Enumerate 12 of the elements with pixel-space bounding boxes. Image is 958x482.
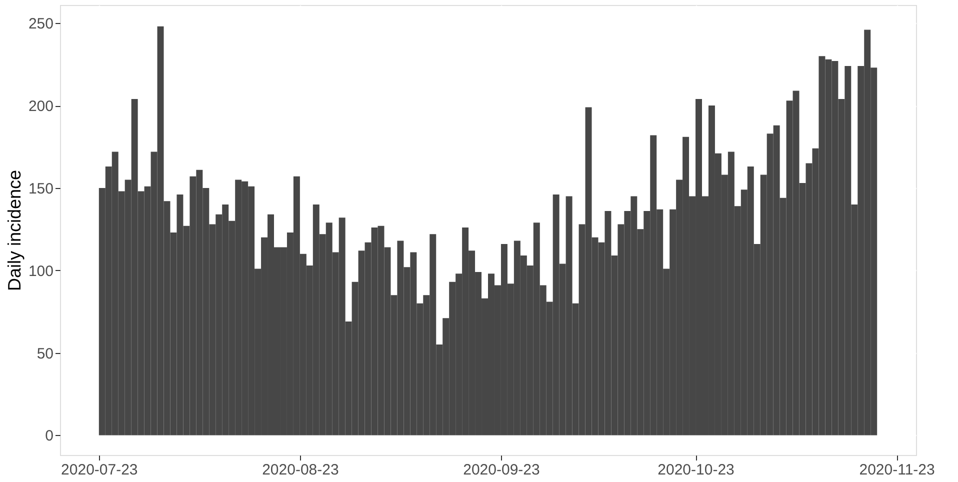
- x-tick-label: 2020-07-23: [61, 462, 138, 478]
- y-tick-label: 50: [36, 345, 54, 362]
- x-tick-label: 2020-09-23: [463, 462, 540, 478]
- x-tick-label: 2020-11-23: [859, 462, 935, 478]
- x-tick-label: 2020-08-23: [262, 462, 339, 478]
- x-tick-label: 2020-10-23: [658, 462, 734, 478]
- y-axis-title: Daily incidence: [4, 170, 24, 292]
- y-tick-label: 200: [28, 98, 54, 116]
- y-tick-label: 250: [28, 16, 54, 33]
- y-tick-label: 150: [28, 180, 54, 198]
- y-tick-label: 0: [45, 428, 54, 445]
- y-tick-label: 100: [28, 262, 54, 280]
